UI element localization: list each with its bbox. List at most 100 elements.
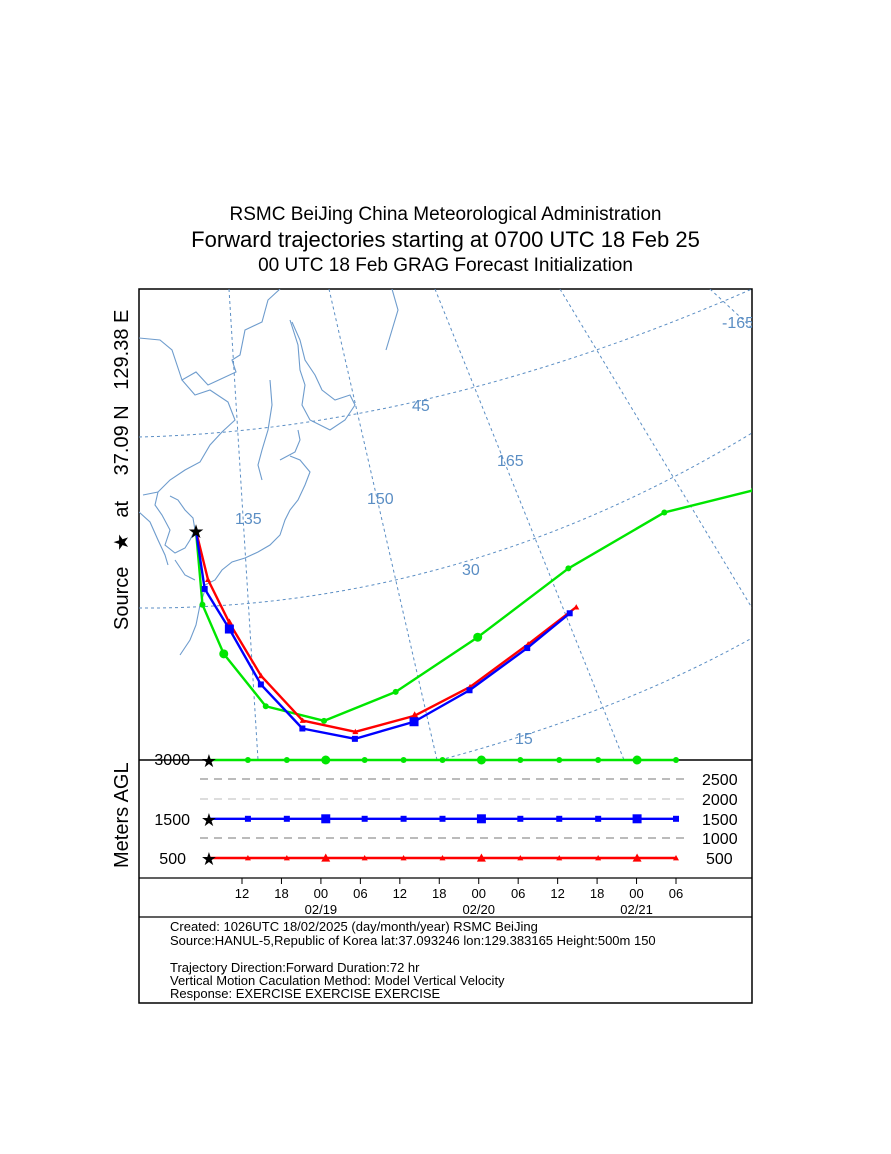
- time-tick-label-0: 12: [235, 886, 249, 901]
- footer-response: Response: EXERCISE EXERCISE EXERCISE: [170, 986, 441, 1001]
- height-point-1500-8: [517, 815, 524, 822]
- title-line-2: Forward trajectories starting at 0700 UT…: [191, 227, 700, 252]
- lon-label-150: 150: [367, 491, 394, 508]
- height-point-1500-10: [595, 815, 602, 822]
- map-point-1500-8: [524, 645, 531, 652]
- height-point-3000-1: [244, 757, 251, 763]
- height-trajectory-500: [209, 853, 679, 862]
- height-panel: Meters AGL 3000 1500 500 2500 2000 1500 …: [111, 751, 738, 869]
- height-gridlines: [200, 778, 690, 839]
- map-panel: 135 150 165 -165 45 30 15 ★: [139, 289, 868, 760]
- height-trajectory-1500: [209, 814, 679, 824]
- map-point-1500-3: [257, 681, 264, 688]
- height-point-1500-4: [361, 815, 368, 822]
- height-point-1500-11: [632, 814, 642, 824]
- lat-label-45: 45: [412, 398, 430, 415]
- coast-korea: [154, 491, 196, 554]
- source-star-glyph: ★: [111, 533, 133, 551]
- lat-label-30: 30: [462, 562, 480, 579]
- time-axis: 12 18 00 06 12 18 00 06 12 18 00 06 02/19 02/20 02/21: [235, 878, 683, 917]
- height-point-1500-1: [244, 815, 251, 822]
- coast-sakhalin: [257, 379, 273, 481]
- left-label-1500: 1500: [154, 812, 190, 829]
- coast-kamchatka-kurils: [289, 319, 356, 431]
- star-icon-1500: ★: [201, 810, 217, 830]
- source-lat: 37.09 N: [111, 405, 133, 475]
- map-point-1500-5: [351, 735, 358, 742]
- map-point-3000-2: [219, 649, 229, 659]
- map-point-500-9: [573, 604, 580, 610]
- height-point-3000-2: [283, 757, 290, 763]
- height-point-3000-12: [673, 757, 679, 763]
- footer-created: Created: 1026UTC 18/02/2025 (day/month/y…: [170, 919, 538, 934]
- source-word: Source: [111, 567, 133, 630]
- lon-label-minus165: -165: [722, 315, 754, 332]
- plot-frame: [138, 288, 753, 1004]
- height-point-3000-6: [439, 757, 446, 763]
- map-trajectory-500: [194, 530, 580, 735]
- height-point-500-8: [517, 855, 524, 861]
- map-point-3000-10: [829, 502, 838, 511]
- height-point-3000-9: [556, 757, 563, 763]
- time-tick-label-7: 06: [511, 886, 525, 901]
- height-ylabel: Meters AGL: [111, 762, 133, 868]
- time-tick-label-4: 12: [393, 886, 407, 901]
- coast-kyushu: [174, 559, 196, 581]
- map-point-1500-4: [299, 725, 306, 732]
- time-tick-label-11: 06: [669, 886, 683, 901]
- height-point-500-10: [595, 855, 602, 861]
- time-tick-label-10: 00: [629, 886, 643, 901]
- coast-asia-manchuria: [142, 379, 236, 496]
- star-icon-3000: ★: [201, 751, 217, 771]
- map-graticule: [139, 289, 752, 760]
- map-point-1500-9: [566, 610, 573, 617]
- footer-direction: Trajectory Direction:Forward Duration:72…: [170, 960, 420, 975]
- right-label-1000: 1000: [702, 831, 738, 848]
- meridian-165: [434, 289, 625, 760]
- right-label-2500: 2500: [702, 772, 738, 789]
- time-tick-label-3: 06: [353, 886, 367, 901]
- map-point-3000-6: [473, 632, 483, 642]
- coast-china-east: [139, 511, 169, 566]
- meridian-150: [328, 289, 438, 760]
- left-label-3000: 3000: [154, 752, 190, 769]
- time-tick-label-9: 18: [590, 886, 604, 901]
- lat-label-15: 15: [515, 731, 533, 748]
- map-coastlines: [139, 289, 399, 656]
- right-label-500: 500: [706, 851, 733, 868]
- map-point-1500-7: [466, 687, 473, 694]
- height-point-1500-7: [476, 814, 486, 824]
- map-point-1500-1: [201, 585, 208, 592]
- height-point-1500-12: [673, 815, 679, 822]
- at-word: at: [111, 500, 133, 517]
- coast-hokkaido: [279, 429, 301, 461]
- map-point-3000-11: [862, 518, 868, 524]
- time-tick-label-5: 18: [432, 886, 446, 901]
- right-label-2000: 2000: [702, 792, 738, 809]
- map-point-1500-6: [409, 717, 419, 727]
- map-path-3000: [194, 489, 752, 723]
- map-grid-labels: 135 150 165 -165 45 30 15: [235, 315, 754, 748]
- map-point-3000-7: [565, 565, 572, 572]
- height-point-1500-9: [556, 815, 563, 822]
- parallel-15: [439, 637, 752, 760]
- time-tick-label-1: 18: [274, 886, 288, 901]
- coast-honshu: [204, 455, 311, 586]
- footer-vertical-motion: Vertical Motion Caculation Method: Model…: [170, 973, 505, 988]
- meridian-180: [559, 289, 752, 609]
- height-point-500-6: [439, 855, 446, 861]
- height-right-labels: 2500 2000 1500 1000 500: [702, 772, 738, 868]
- height-point-500-4: [361, 855, 368, 861]
- map-point-3000-3: [262, 703, 269, 710]
- footer-source: Source:HANUL-5,Republic of Korea lat:37.…: [170, 933, 656, 948]
- time-tick-label-6: 00: [471, 886, 485, 901]
- height-point-500-9: [556, 855, 563, 861]
- right-label-1500: 1500: [702, 812, 738, 829]
- lon-label-165: 165: [497, 453, 524, 470]
- map-path-1500: [194, 530, 571, 741]
- title-line-3: 00 UTC 18 Feb GRAG Forecast Initializati…: [258, 255, 633, 276]
- map-trajectories: [194, 487, 868, 742]
- source-side-label: Source ★ at 37.09 N 129.38 E: [111, 310, 133, 630]
- map-point-3000-8: [661, 509, 668, 516]
